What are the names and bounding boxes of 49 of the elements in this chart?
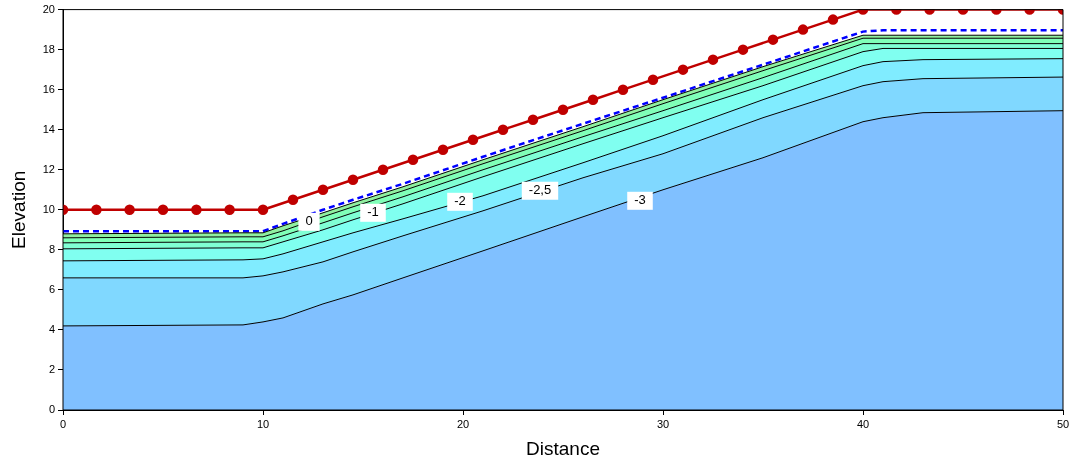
point: [647, 74, 659, 85]
point: [797, 24, 809, 35]
y-tick-label: 20: [42, 2, 55, 15]
x-tick-label: 40: [856, 417, 870, 430]
x-tick-label: 20: [456, 417, 470, 430]
y-tick-label: 16: [42, 82, 55, 95]
point: [497, 124, 509, 135]
point: [467, 134, 479, 145]
y-tick-label: 18: [42, 42, 55, 55]
annotation: 0: [305, 213, 313, 229]
point: [347, 174, 359, 186]
point: [257, 204, 269, 216]
y-tick-label: 4: [48, 322, 55, 335]
point: [827, 14, 839, 25]
point: [407, 154, 419, 165]
point: [437, 144, 449, 155]
y-tick-label: 0: [48, 403, 55, 416]
point: [677, 64, 689, 75]
annotation: -1: [367, 204, 379, 220]
y-tick-label: 12: [42, 162, 55, 175]
point: [707, 54, 719, 65]
x-tick-label: 30: [656, 417, 670, 430]
point: [191, 204, 202, 216]
annotation: -3: [634, 192, 646, 208]
point: [587, 94, 599, 105]
point: [91, 204, 102, 216]
y-tick-label: 10: [42, 202, 55, 215]
x-tick-label: 50: [1056, 417, 1070, 430]
annotation: -2: [454, 193, 466, 209]
point: [557, 104, 569, 115]
point: [317, 184, 329, 196]
point: [287, 194, 299, 206]
x-tick-label: 10: [256, 417, 270, 430]
y-tick-label: 8: [48, 242, 55, 255]
point: [224, 204, 235, 216]
point: [124, 204, 135, 216]
x-axis-title: Distance: [526, 437, 600, 459]
point: [377, 164, 389, 176]
y-tick-label: 14: [42, 122, 55, 135]
point: [767, 34, 779, 45]
point: [527, 114, 539, 125]
point: [617, 84, 629, 95]
y-axis-title: Elevation: [7, 170, 29, 249]
y-tick-label: 2: [48, 362, 55, 375]
x-tick-label: 0: [59, 417, 67, 430]
annotation: -2,5: [528, 182, 552, 198]
point: [737, 44, 749, 55]
point: [157, 204, 169, 216]
y-tick-label: 6: [48, 282, 55, 295]
